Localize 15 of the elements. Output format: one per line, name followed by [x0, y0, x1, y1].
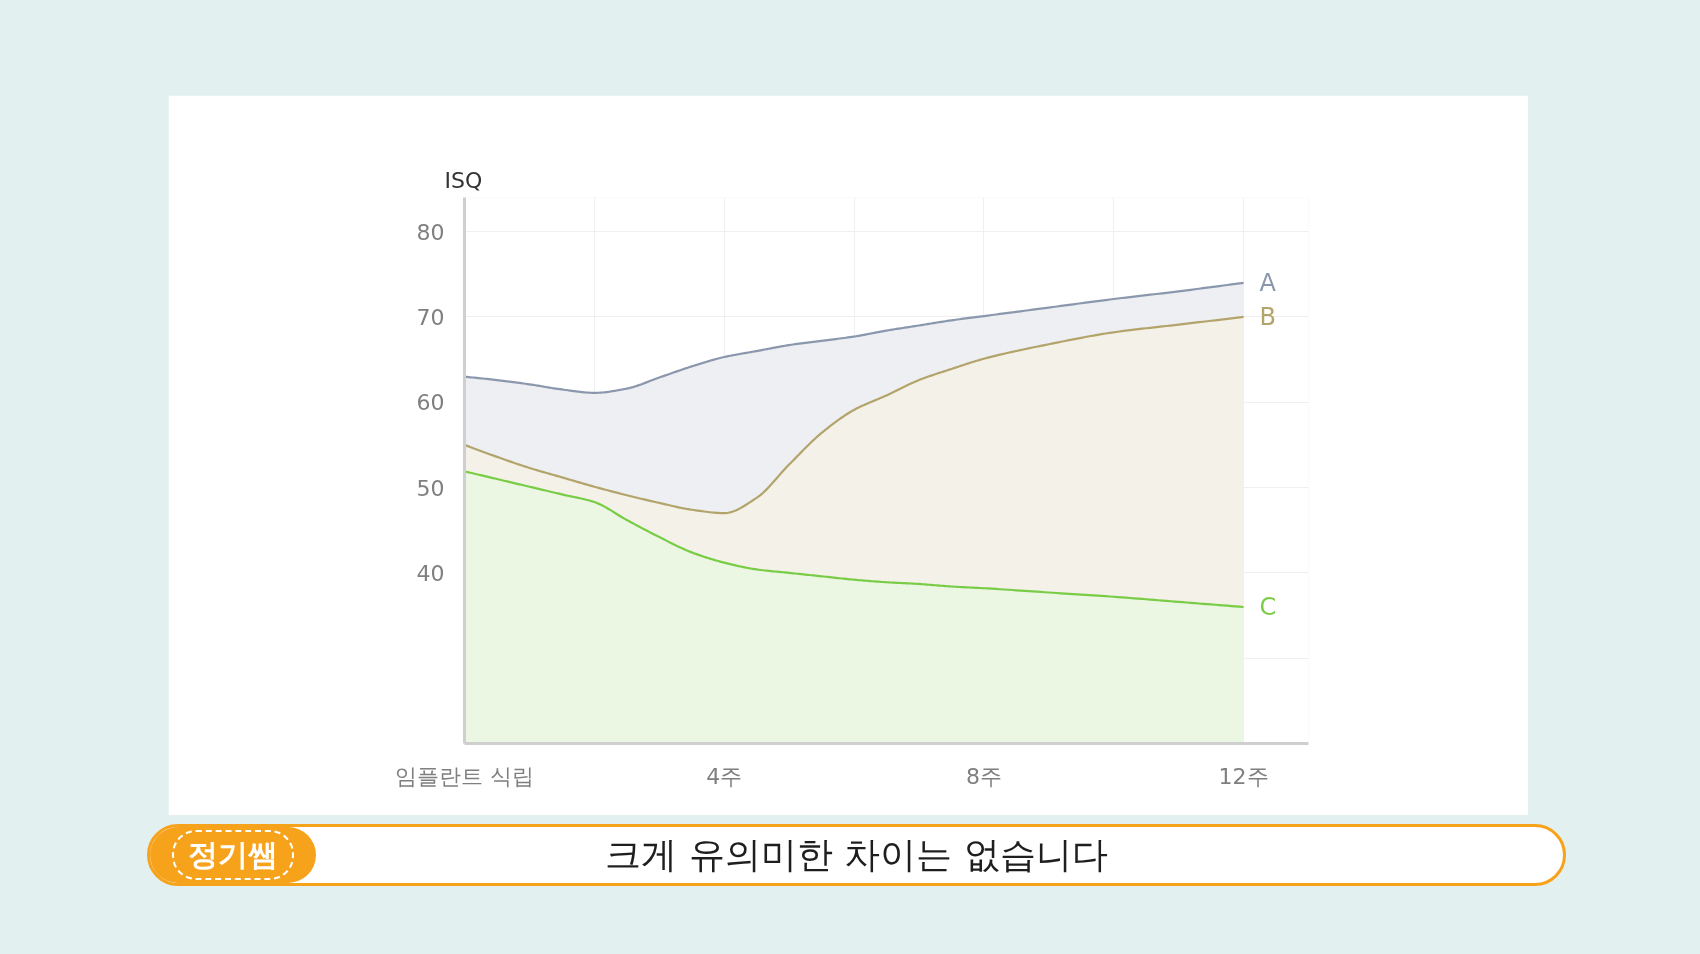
series-label: A	[1259, 268, 1277, 297]
y-tick-label: 60	[416, 390, 445, 416]
text: 크게 유의미한 차이는 없습니다	[604, 833, 1109, 878]
series-label: B	[1259, 302, 1277, 331]
series-label: C	[1259, 593, 1277, 621]
y-tick-label: 70	[416, 304, 445, 330]
x-tick-label: 임플란트 식립	[395, 763, 534, 789]
text: 정기쌤	[172, 829, 294, 881]
y-tick-label: 40	[416, 560, 445, 586]
y-axis-title: ISQ	[444, 167, 483, 193]
y-tick-label: 80	[416, 219, 445, 245]
x-tick-label: 12주	[1218, 763, 1269, 789]
x-tick-label: 8주	[965, 763, 1002, 789]
x-tick-label: 4주	[706, 763, 743, 789]
y-tick-label: 50	[416, 475, 445, 501]
